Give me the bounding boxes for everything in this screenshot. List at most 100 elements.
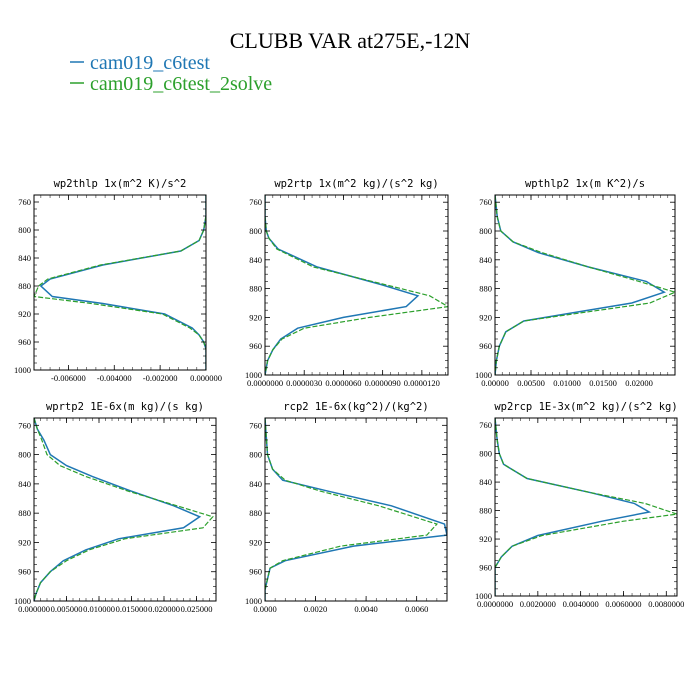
- y-tick-label: 800: [18, 225, 31, 235]
- x-tick-label: -0.006000: [51, 373, 86, 383]
- y-tick-label: 760: [249, 420, 262, 430]
- x-tick-label: 0.0060000: [605, 599, 641, 609]
- x-tick-label: 0.0020: [304, 604, 327, 614]
- y-tick-label: 880: [18, 281, 31, 291]
- y-tick-label: 920: [249, 312, 262, 322]
- x-tick-label: 0.0000090: [365, 378, 401, 388]
- x-tick-label: 0.01500: [589, 378, 617, 388]
- y-tick-label: 840: [479, 255, 492, 265]
- y-tick-label: 880: [18, 508, 31, 518]
- x-tick-label: 0.00500: [517, 378, 545, 388]
- legend-label-series-1: cam019_c6test: [90, 52, 210, 74]
- x-tick-label: 0.0000030: [286, 378, 322, 388]
- x-tick-label: -0.002000: [143, 373, 178, 383]
- x-tick-label: 0.0000000: [247, 378, 283, 388]
- x-tick-label: 0.0000060: [325, 378, 361, 388]
- panel-title: wprtp2 1E-6x(m kg)/(s kg): [46, 401, 204, 413]
- y-tick-label: 960: [249, 341, 262, 351]
- y-tick-label: 800: [18, 450, 31, 460]
- y-tick-label: 880: [479, 506, 492, 516]
- panel-4: wprtp2 1E-6x(m kg)/(s kg) 760 800 840 880 920…: [14, 401, 217, 614]
- x-tick-label: 0.0080000: [648, 599, 684, 609]
- panel-title: wpthlp2 1x(m K^2)/s: [525, 178, 645, 190]
- y-tick-label: 880: [249, 284, 262, 294]
- y-tick-label: 960: [479, 563, 492, 573]
- plot-frame: [33, 194, 207, 371]
- y-tick-label: 960: [18, 337, 31, 347]
- y-tick-label: 760: [249, 197, 262, 207]
- series-line-2: [495, 418, 677, 596]
- series-line-2: [495, 195, 675, 375]
- x-tick-label: 0.000000: [190, 373, 222, 383]
- panel-2: wp2rtp 1x(m^2 kg)/(s^2 kg) 760 800 840 880 92…: [245, 178, 449, 388]
- y-tick-label: 800: [479, 226, 492, 236]
- panel-6: wp2rcp 1E-3x(m^2 kg)/(s^2 kg)760 800 840 88…: [475, 401, 684, 609]
- series-line-2: [265, 418, 438, 601]
- y-tick-label: 800: [249, 450, 262, 460]
- series-line-1: [265, 418, 447, 601]
- y-tick-label: 920: [479, 312, 492, 322]
- x-tick-label: 0.0060: [405, 604, 428, 614]
- figure-title: CLUBB VAR at275E,-12N: [230, 28, 471, 53]
- x-tick-label: 0.0000: [253, 604, 276, 614]
- legend: cam019_c6test cam019_c6test_2solve: [70, 52, 272, 95]
- y-tick-label: 880: [479, 284, 492, 294]
- y-tick-label: 960: [18, 567, 31, 577]
- y-tick-label: 960: [249, 567, 262, 577]
- x-tick-label: 0.01000: [553, 378, 581, 388]
- x-tick-label: 0.010000: [83, 604, 115, 614]
- y-tick-label: 840: [18, 253, 31, 263]
- series-line-1: [265, 195, 420, 375]
- y-tick-label: 760: [479, 197, 492, 207]
- y-tick-label: 840: [18, 479, 31, 489]
- y-tick-label: 800: [249, 226, 262, 236]
- plot-frame: [264, 194, 449, 376]
- panel-title: wp2rcp 1E-3x(m^2 kg)/(s^2 kg): [494, 401, 677, 413]
- y-tick-label: 920: [479, 534, 492, 544]
- x-tick-label: 0.015000: [116, 604, 148, 614]
- series-line-2: [34, 195, 206, 370]
- x-tick-label: 0.00000: [481, 378, 509, 388]
- series-line-1: [34, 418, 202, 601]
- y-tick-label: 880: [249, 508, 262, 518]
- series-line-2: [34, 418, 214, 601]
- y-tick-label: 1000: [245, 370, 262, 380]
- y-tick-label: 1000: [14, 596, 31, 606]
- y-tick-label: 1000: [475, 591, 492, 601]
- series-line-2: [265, 195, 448, 375]
- plot-frame: [494, 417, 678, 597]
- y-tick-label: 760: [479, 420, 492, 430]
- x-tick-label: 0.025000: [181, 604, 213, 614]
- y-tick-label: 760: [18, 420, 31, 430]
- panel-title: wp2thlp 1x(m^2 K)/s^2: [54, 178, 187, 190]
- x-tick-label: 0.0040000: [563, 599, 599, 609]
- x-tick-label: 0.0000120: [404, 378, 440, 388]
- panel-title: rcp2 1E-6x(kg^2)/(kg^2): [283, 401, 428, 413]
- y-tick-label: 1000: [245, 596, 262, 606]
- y-tick-label: 960: [479, 341, 492, 351]
- x-tick-label: 0.000000: [18, 604, 50, 614]
- x-tick-label: 0.020000: [148, 604, 180, 614]
- y-tick-label: 840: [249, 479, 262, 489]
- series-line-1: [495, 195, 666, 375]
- panel-1: wp2thlp 1x(m^2 K)/s^2 760 800 840 880 920 960 1…: [14, 178, 222, 383]
- x-tick-label: 0.0040: [354, 604, 377, 614]
- plot-frame: [264, 417, 448, 602]
- y-tick-label: 800: [479, 449, 492, 459]
- series-line-1: [39, 195, 206, 370]
- y-tick-label: 1000: [475, 370, 492, 380]
- panel-5: rcp2 1E-6x(kg^2)/(kg^2) 760 800 840 880 920 96…: [245, 401, 448, 614]
- panel-3: wpthlp2 1x(m K^2)/s 760 800 840 880 920 960 100…: [475, 178, 676, 388]
- x-tick-label: 0.0020000: [520, 599, 556, 609]
- y-tick-label: 920: [249, 537, 262, 547]
- y-tick-label: 920: [18, 537, 31, 547]
- x-tick-label: -0.004000: [97, 373, 132, 383]
- y-tick-label: 840: [249, 255, 262, 265]
- x-tick-label: 0.02000: [625, 378, 653, 388]
- plot-frame: [494, 194, 676, 376]
- y-tick-label: 760: [18, 197, 31, 207]
- panel-title: wp2rtp 1x(m^2 kg)/(s^2 kg): [274, 178, 438, 190]
- y-tick-label: 840: [479, 477, 492, 487]
- x-tick-label: 0.005000: [51, 604, 83, 614]
